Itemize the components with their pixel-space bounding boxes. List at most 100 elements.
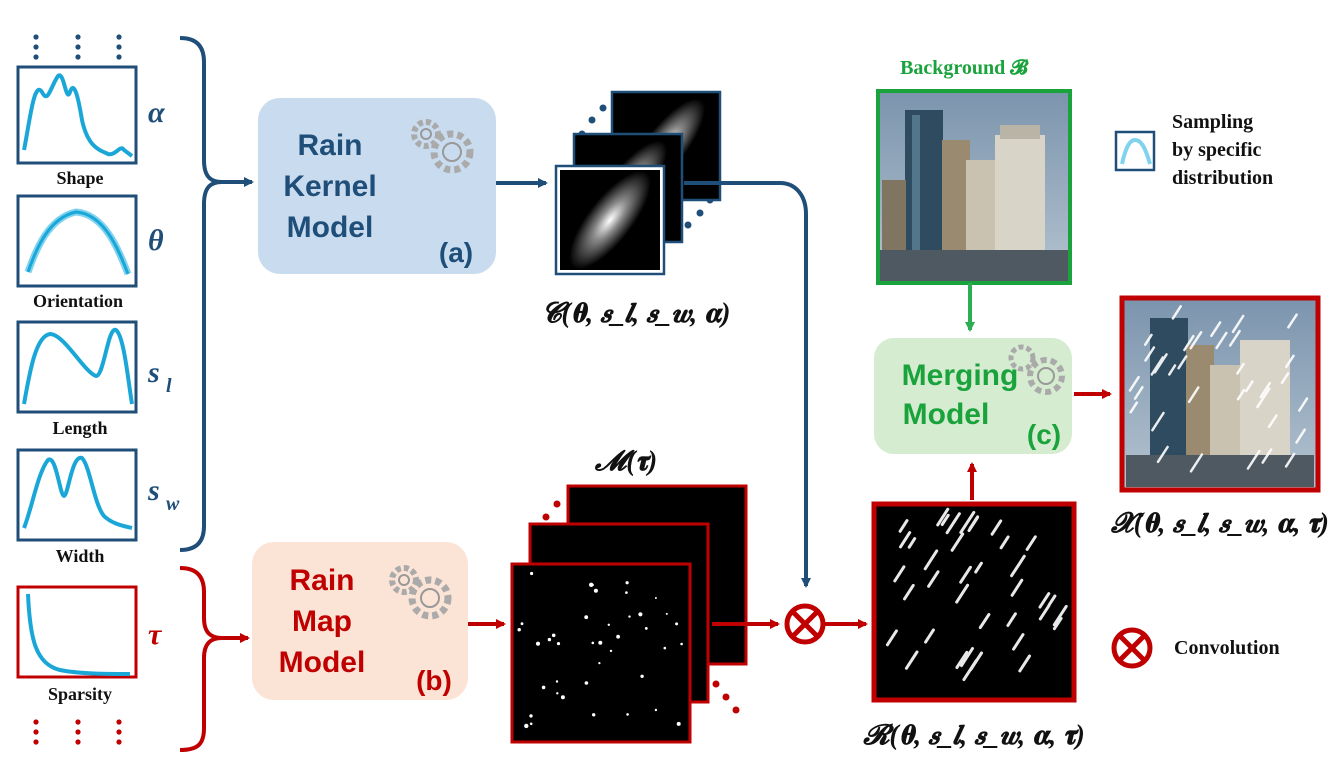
rain-streak <box>967 516 979 533</box>
rain-streak <box>960 647 974 668</box>
rain-streak <box>936 507 950 527</box>
rain-dot <box>517 628 521 632</box>
rain-streak <box>1025 535 1037 551</box>
rain-dot <box>607 623 610 626</box>
rain-streak <box>1052 604 1068 627</box>
gear-icon <box>411 119 474 174</box>
output-rain-streak <box>1156 445 1169 464</box>
output-rain-streak <box>1183 334 1195 352</box>
param-orientation-symbol: θ <box>148 224 164 257</box>
output-rain-streak <box>1151 411 1165 432</box>
legend-sampling-line2: by specific <box>1172 139 1262 161</box>
gear-icon-merge <box>1008 344 1065 395</box>
rain-map-model-line1: Rain <box>289 564 354 597</box>
rain-dot <box>598 640 603 645</box>
legend-convolution-icon <box>1111 627 1153 669</box>
param-length <box>16 320 138 414</box>
rain-map-model-line3: Model <box>279 646 366 679</box>
param-shape-symbol: α <box>148 96 165 129</box>
rain-dot <box>529 714 533 718</box>
rain-streak <box>1012 633 1025 651</box>
param-sparsity <box>16 585 138 679</box>
rain-dot <box>638 612 643 617</box>
output-rain-streak <box>1236 388 1246 401</box>
rain-streak <box>1010 578 1024 597</box>
svg-text:l: l <box>166 375 172 397</box>
output-rain-streak <box>1287 313 1298 329</box>
rain-streak <box>1038 592 1051 609</box>
convolution-operator <box>784 603 826 645</box>
rain-dot <box>520 622 524 626</box>
rain-streak <box>974 561 983 574</box>
output-rain-streak <box>1285 354 1295 369</box>
rain-dot <box>665 612 668 615</box>
rain-dot <box>644 627 648 630</box>
rain-dot <box>598 662 601 665</box>
rain-streak <box>1038 604 1051 621</box>
output-rain-streak <box>1187 386 1200 404</box>
output-rain-streak <box>1261 448 1273 464</box>
output-rain-streak <box>1171 305 1182 320</box>
output-rain-streak <box>1298 397 1309 412</box>
rain-streak <box>893 565 906 583</box>
rain-streak <box>885 629 898 647</box>
rain-formula: 𝓡(𝛉, 𝒔_𝒍, 𝒔_𝒘, 𝛂, 𝛕) <box>862 720 1085 751</box>
output-rain-streak <box>1153 353 1168 374</box>
output-rain-streak <box>1129 401 1139 414</box>
param-shape-label: Shape <box>56 168 103 188</box>
output-rain-streak <box>1256 387 1271 409</box>
param-dots-top <box>33 34 122 60</box>
output-rain-streak <box>1189 453 1204 473</box>
rain-streak <box>1052 616 1063 631</box>
rain-streak <box>923 549 939 571</box>
output-rain-streak <box>1231 314 1245 334</box>
rain-streak <box>907 537 917 549</box>
rain-dot <box>609 649 613 653</box>
rain-dot <box>626 713 629 716</box>
rain-dot <box>654 708 658 712</box>
rain-dot <box>589 582 594 587</box>
output-rain-streak <box>1144 346 1156 362</box>
rain-dot <box>584 615 589 620</box>
rain-streak <box>955 650 969 669</box>
rain-dot <box>680 642 683 646</box>
rain-dot <box>541 685 546 690</box>
output-rain-streak <box>1267 414 1278 429</box>
gear-icon-map <box>389 565 452 620</box>
param-shape <box>16 65 138 165</box>
rain-kernel-model-line1: Rain <box>297 129 362 162</box>
output-rain-streak <box>1177 355 1188 370</box>
rain-streak <box>924 628 935 644</box>
map-formula: 𝓜(𝛕) <box>594 446 657 477</box>
rain-dot <box>593 588 598 593</box>
param-length-label: Length <box>52 418 107 438</box>
param-length-symbol: s l <box>147 356 172 397</box>
rain-dot <box>556 642 561 646</box>
output-rain-streak <box>1215 331 1228 350</box>
output-formula: 𝓧(𝛉, 𝒔_𝒍, 𝒔_𝒘, 𝛂, 𝛕) <box>1110 508 1329 539</box>
output-rain-streak <box>1284 452 1296 468</box>
rain-dot <box>654 597 657 599</box>
background-image <box>876 89 1072 285</box>
rain-map-model-line2: Map <box>292 605 352 638</box>
output-rain-streak <box>1133 385 1144 400</box>
arrow-kernel-to-convolution <box>684 181 811 588</box>
output-rain-streak <box>1259 381 1272 399</box>
rain-streak <box>1018 654 1031 673</box>
param-dots-bottom <box>33 719 122 745</box>
legend-convolution-label: Convolution <box>1174 637 1280 659</box>
rain-map-model-tag: (b) <box>416 665 452 696</box>
output-rain-streak <box>1280 372 1290 385</box>
output-rain-streak <box>1246 449 1261 470</box>
brace-red <box>179 566 223 752</box>
brace-navy <box>179 36 223 552</box>
rain-dot <box>663 646 667 650</box>
rain-streak <box>959 510 976 534</box>
background-label: Background 𝓑 <box>900 57 1029 79</box>
rain-streak <box>904 650 919 670</box>
rain-dot <box>535 641 541 646</box>
output-rain-streak <box>1295 428 1306 444</box>
rain-dot <box>640 674 644 678</box>
rain-layer-image <box>871 501 1077 703</box>
rain-dot <box>555 680 559 683</box>
